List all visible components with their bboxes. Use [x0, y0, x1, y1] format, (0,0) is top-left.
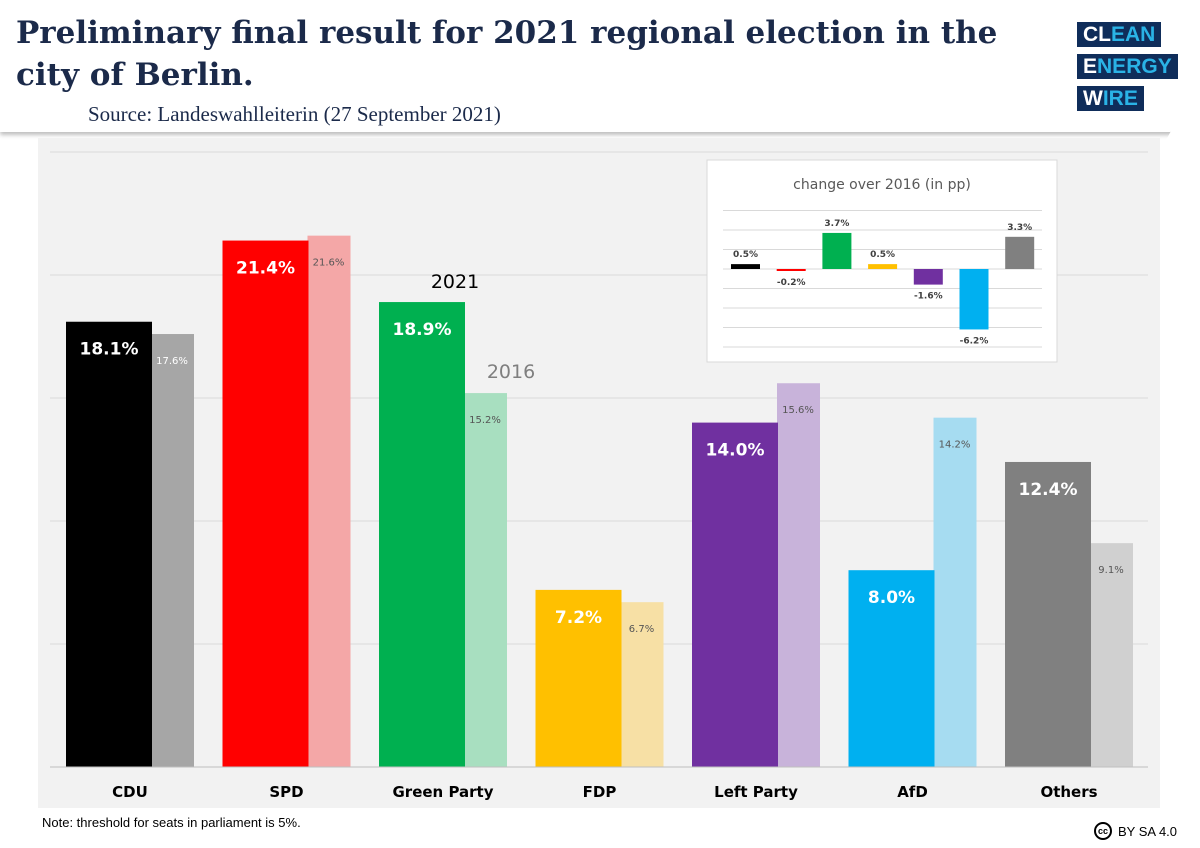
chart-title: Preliminary final result for 2021 region… — [16, 15, 998, 93]
source-line: Source: Landeswahlleiterin (27 September… — [88, 102, 501, 126]
logo-row: WIRE — [1077, 86, 1144, 111]
logo-letters: NERGY — [1097, 55, 1172, 78]
logo-letters: W — [1083, 87, 1103, 110]
logo-row: ENERGY — [1077, 54, 1178, 79]
footnote: Note: threshold for seats in parliament … — [42, 815, 301, 830]
header — [0, 0, 1200, 132]
creative-commons-icon: cc — [1094, 822, 1112, 840]
license: cc BY SA 4.0 — [1094, 822, 1177, 840]
logo-letters: CL — [1083, 23, 1111, 46]
logo-letters: IRE — [1102, 87, 1138, 110]
license-text: BY SA 4.0 — [1118, 823, 1178, 839]
plot-area — [38, 138, 1160, 808]
logo-letters: E — [1083, 55, 1098, 78]
logo-letters: EAN — [1111, 23, 1156, 46]
clean-energy-wire-logo: CLEAN ENERGY WIRE — [1077, 22, 1178, 118]
logo-row: CLEAN — [1077, 22, 1162, 47]
